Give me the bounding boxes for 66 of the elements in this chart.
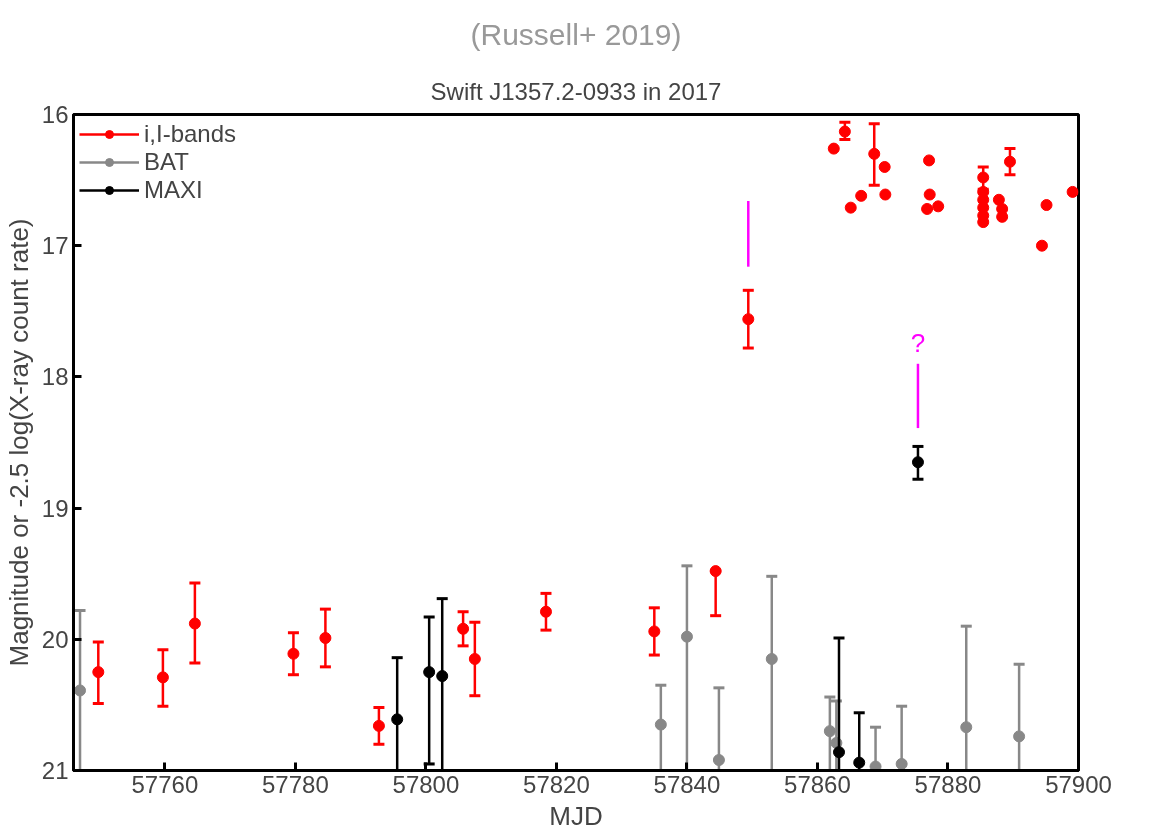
point — [156, 671, 169, 684]
y-tick-label: 21 — [41, 757, 69, 784]
x-tick-label: 57780 — [262, 770, 329, 798]
x-tick-label: 57760 — [131, 770, 199, 798]
x-tick-label: 57800 — [392, 770, 460, 798]
point — [712, 754, 725, 766]
point — [879, 188, 892, 201]
point — [833, 746, 845, 759]
annotation: ? — [910, 327, 926, 358]
point — [188, 617, 201, 630]
point — [319, 632, 332, 644]
x-tick-label: 57900 — [1045, 770, 1112, 798]
point — [827, 142, 840, 155]
point — [921, 202, 934, 215]
x-tick-label: 57820 — [523, 770, 590, 798]
point — [923, 188, 936, 201]
y-axis-title: Magnitude or -2.5 log(X-ray count rate) — [3, 218, 34, 667]
legend-label: i,I-bands — [144, 120, 237, 148]
point — [932, 200, 945, 213]
legend-label: BAT — [144, 148, 189, 176]
point — [1035, 239, 1048, 252]
point — [436, 670, 449, 683]
point — [372, 719, 385, 732]
x-tick-label: 57860 — [784, 770, 851, 798]
y-tick-label: 20 — [41, 625, 69, 653]
point — [648, 625, 661, 638]
text: (Russell+ 2019) — [470, 17, 682, 51]
point — [539, 605, 552, 618]
point — [654, 718, 667, 731]
point — [680, 630, 693, 643]
point — [868, 147, 881, 160]
point — [74, 684, 87, 697]
legend-label: MAXI — [144, 176, 203, 204]
point — [960, 721, 973, 734]
point — [1066, 185, 1079, 198]
point — [287, 647, 300, 660]
point — [878, 160, 891, 173]
point — [709, 565, 722, 578]
y-tick-label: 16 — [41, 101, 69, 128]
point — [1040, 199, 1053, 212]
point — [823, 725, 836, 738]
point — [853, 756, 866, 769]
chart-title: Swift J1357.2-0933 in 2017 — [430, 77, 722, 105]
point — [1003, 155, 1016, 168]
point — [423, 666, 436, 679]
y-tick-label: 18 — [41, 363, 69, 391]
point — [457, 622, 470, 635]
point — [977, 171, 990, 184]
point — [1013, 730, 1026, 743]
point — [844, 201, 857, 214]
point — [923, 154, 936, 167]
point — [838, 125, 851, 138]
point — [742, 313, 755, 326]
point — [992, 193, 1005, 206]
point — [468, 652, 481, 665]
y-tick-label: 19 — [41, 494, 69, 522]
y-tick-label: 17 — [41, 232, 69, 260]
point — [391, 713, 404, 726]
point — [92, 666, 105, 679]
x-axis-title: MJD — [549, 800, 603, 831]
x-tick-label: 57840 — [653, 770, 721, 798]
x-tick-label: 57880 — [914, 770, 982, 798]
point — [855, 189, 868, 202]
point — [895, 757, 908, 770]
point — [765, 652, 778, 665]
point — [911, 456, 924, 469]
